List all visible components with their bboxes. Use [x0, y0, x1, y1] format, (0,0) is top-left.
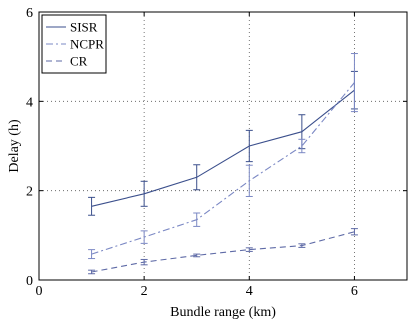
error-bar-ncpr: [88, 249, 96, 260]
series-lines: [91, 82, 355, 273]
error-bar-cr: [140, 258, 148, 266]
y-tick-label: 6: [26, 6, 33, 21]
error-bar-sisr: [193, 164, 201, 191]
series-line-ncpr: [91, 82, 355, 255]
error-bar-ncpr: [140, 230, 148, 244]
series-line-sisr: [91, 89, 355, 207]
legend-label: SISR: [70, 20, 98, 35]
legend-item-ncpr: NCPR: [46, 37, 104, 52]
error-bar-sisr: [88, 196, 96, 216]
x-tick-label: 6: [351, 284, 358, 299]
x-tick-label: 0: [36, 284, 43, 299]
error-bar-sisr: [140, 180, 148, 207]
plot-frame: [38, 11, 408, 281]
legend-label: CR: [70, 54, 88, 69]
error-bar-cr: [193, 253, 201, 258]
x-tick-label: 4: [246, 284, 253, 299]
error-bar-ncpr: [193, 212, 201, 227]
legend-item-cr: CR: [46, 54, 88, 69]
y-tick-label: 2: [26, 185, 33, 200]
error-bar-cr: [88, 269, 96, 275]
series-line-cr: [91, 231, 355, 273]
y-axis-label: Delay (h): [7, 119, 22, 173]
error-bar-ncpr: [350, 53, 358, 113]
x-tick-label: 2: [141, 284, 148, 299]
error-bar-ncpr: [298, 138, 306, 154]
tick-labels: 0 2 4 6 0 2 4 6: [26, 6, 358, 299]
y-tick-label: 4: [26, 95, 33, 110]
error-bar-cr: [350, 228, 358, 236]
error-bar-cr: [298, 243, 306, 248]
legend-label: NCPR: [70, 37, 104, 52]
error-bars: [88, 53, 358, 275]
x-axis-label: Bundle range (km): [170, 305, 276, 320]
ticks: [38, 11, 407, 281]
legend-item-sisr: SISR: [46, 20, 98, 35]
legend: SISR NCPR CR: [41, 14, 107, 74]
y-tick-label: 0: [26, 274, 33, 289]
error-bar-ncpr: [245, 164, 253, 197]
error-bar-sisr: [245, 129, 253, 163]
error-bar-cr: [245, 247, 253, 252]
